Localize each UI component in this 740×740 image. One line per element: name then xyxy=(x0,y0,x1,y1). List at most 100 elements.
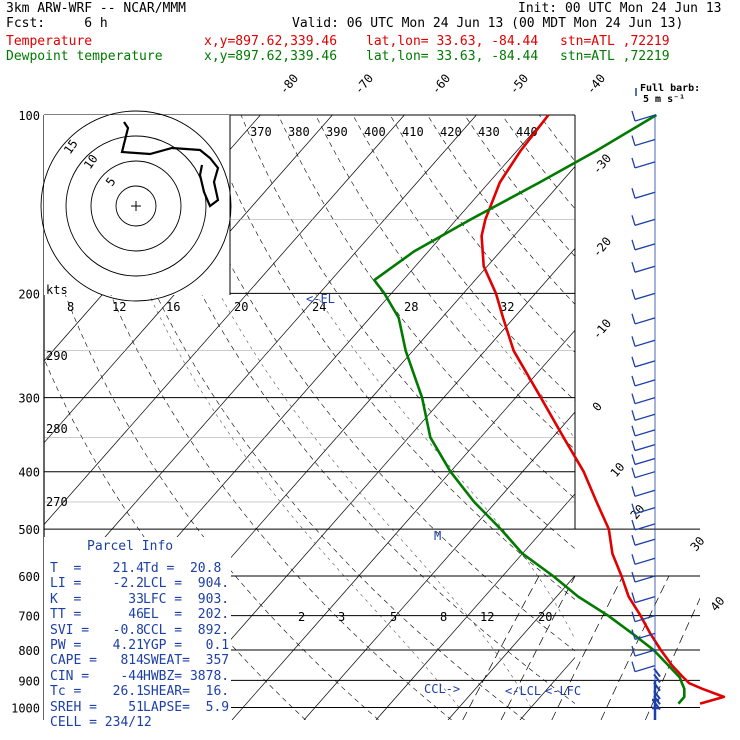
theta-label: 420 xyxy=(440,125,462,139)
dry-adiabat-line xyxy=(688,115,740,720)
dry-adiabat-line xyxy=(651,115,740,720)
mixing-ratio-line xyxy=(462,575,540,720)
wind-barb xyxy=(631,661,656,673)
moist-adiabat-line xyxy=(673,293,740,707)
wind-barb xyxy=(631,375,656,387)
mixing-ratio-label: 20 xyxy=(538,610,552,624)
wind-barb xyxy=(631,503,656,515)
isotherm-line xyxy=(44,115,333,444)
speed-tick-label: 12 xyxy=(112,300,126,314)
parcel-info-right-3: EL = 202. xyxy=(143,607,230,623)
parcel-info-left-0: T = 21.4 xyxy=(50,561,144,576)
parcel-info-left-9: SREH = 51 xyxy=(50,699,144,715)
legend-temperature-label: Temperature xyxy=(6,34,93,49)
isotherm-label: -10 xyxy=(590,316,615,342)
wind-barb xyxy=(631,629,656,641)
speed-tick-label: 20 xyxy=(234,300,248,314)
isotherm-line xyxy=(44,115,405,526)
wind-barb xyxy=(631,425,656,437)
mixing-ratio-line xyxy=(551,575,624,720)
legend-dewpoint-label: Dewpoint temperature xyxy=(6,49,163,64)
isotherm-line xyxy=(664,115,740,720)
wind-barb xyxy=(631,157,656,169)
hodograph-ring-label: 15 xyxy=(61,137,81,157)
parcel-markers: CCL-> <-LCL <-LFC M <-EL xyxy=(306,292,581,698)
dry-adiabat-line xyxy=(54,115,452,720)
moist-adiabat-line xyxy=(315,293,575,640)
wind-barb xyxy=(631,440,656,452)
dry-adiabat-line xyxy=(352,115,575,402)
legend-temperature-xy: x,y=897.62,339.46 xyxy=(204,34,338,49)
parcel-marker-m: M xyxy=(434,529,441,543)
parcel-info-left-6: CAPE = 814 xyxy=(50,653,144,669)
dry-adiabat-line xyxy=(576,115,740,720)
dewpoint-curve xyxy=(373,113,686,705)
isotherm-label: -60 xyxy=(429,71,454,97)
legend-temperature-latlon: lat,lon= 33.63, -84.44 xyxy=(366,34,539,49)
dry-adiabat-line xyxy=(389,115,575,353)
theta-label: 370 xyxy=(250,125,272,139)
temperature-curve xyxy=(480,114,726,705)
isotherm-line xyxy=(592,115,740,720)
isotherm-line xyxy=(303,411,575,720)
speed-tick-label: 16 xyxy=(166,300,180,314)
hodograph-ring xyxy=(40,110,232,302)
isotherm-label: -80 xyxy=(277,71,302,97)
isotherm-label: 20 xyxy=(628,502,648,522)
wind-barb xyxy=(631,135,656,147)
hodograph-ring xyxy=(115,185,157,227)
wind-barb xyxy=(631,467,656,479)
dry-adiabat-line xyxy=(614,115,740,720)
parcel-info-right-4: CCL = 892. xyxy=(143,622,230,638)
pressure-tick-label: 700 xyxy=(18,610,40,624)
parcel-info-left-8: Tc = 26.1 xyxy=(50,684,144,700)
dry-adiabat-line xyxy=(128,115,575,704)
legend-dewpoint-xy: x,y=897.62,339.46 xyxy=(204,49,338,64)
hodograph-kts-label: kts xyxy=(46,283,68,297)
barb-key-units: 5 m s⁻¹ xyxy=(643,94,686,105)
lower-isotherm-grid xyxy=(462,575,700,720)
mixing-ratio-label: 3 xyxy=(338,610,345,624)
isotherm-label: 40 xyxy=(708,594,728,614)
wind-barb xyxy=(631,215,656,226)
wind-barb xyxy=(631,239,656,251)
parcel-info-right-6: SWEAT= 357 xyxy=(143,653,230,669)
parcel-info-right-0: Td = 20.8 xyxy=(143,561,222,576)
theta-label: 380 xyxy=(288,125,310,139)
hodograph-ring xyxy=(90,160,182,252)
theta-label: 400 xyxy=(364,125,386,139)
isotherm-label: -20 xyxy=(590,234,615,260)
parcel-info-right-2: LFC = 903. xyxy=(143,591,230,607)
isotherm-label: -70 xyxy=(352,71,377,97)
hodograph-ring-label: 10 xyxy=(81,152,101,172)
dry-adiabat-line xyxy=(501,115,575,210)
isotherm-label: -40 xyxy=(584,71,609,97)
dry-adiabat-line xyxy=(427,115,575,305)
theta-label: 430 xyxy=(478,125,500,139)
wind-barb xyxy=(631,410,656,421)
pressure-tick-label: 600 xyxy=(18,570,40,584)
parcel-info-right-9: LAPSE= 5.9 xyxy=(143,699,230,715)
model-title: 3km ARW-WRF -- NCAR/MMM xyxy=(6,1,187,16)
dry-adiabat-line xyxy=(464,115,575,257)
parcel-info-left-4: SVI = -0.8 xyxy=(50,622,144,638)
isotherm-line xyxy=(375,493,575,720)
parcel-info-left-2: K = 33 xyxy=(50,591,144,607)
parcel-info-box: Parcel Info T = 21.4 Td = 20.8 LI = -2.2 LC… xyxy=(44,537,231,730)
dry-adiabat-label: 280 xyxy=(46,422,68,436)
isotherm-label: 30 xyxy=(688,534,708,554)
speed-tick-label: 28 xyxy=(404,300,418,314)
speed-tick-label: 24 xyxy=(312,300,326,314)
parcel-info-left-10: CELL = 234/12 xyxy=(50,715,152,730)
pressure-tick-label: 900 xyxy=(18,674,40,688)
isotherm-line xyxy=(447,575,575,720)
isotherm-label: 10 xyxy=(608,460,628,480)
parcel-marker-lfc: <-LFC xyxy=(545,684,581,698)
legend-dewpoint-latlon: lat,lon= 33.63, -84.44 xyxy=(366,49,539,64)
isotherm-line xyxy=(736,115,740,720)
wind-barb xyxy=(631,535,656,546)
pressure-tick-label: 400 xyxy=(18,466,40,480)
parcel-info-right-8: SHEAR= 16. xyxy=(143,684,230,700)
